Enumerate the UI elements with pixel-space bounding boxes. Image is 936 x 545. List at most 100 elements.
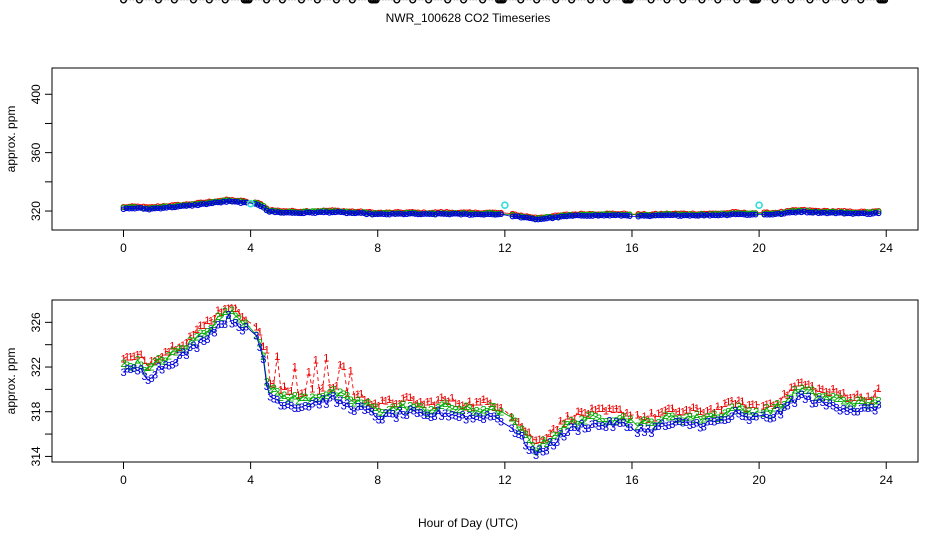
top-series-3-point (546, 214, 553, 221)
bottom-series-2-marker: 2 (292, 391, 298, 403)
top-series-3-point (309, 210, 316, 216)
top-x-tick-label: 12 (498, 241, 512, 255)
top-series-3-point (767, 211, 773, 218)
bottom-series-1-marker: 1 (858, 392, 864, 404)
bottom-series-2-marker: 2 (183, 344, 189, 356)
bottom-series-3-marker: 3 (725, 414, 731, 426)
bottom-series-2-marker: 2 (578, 414, 584, 426)
bottom-series-1-line (123, 303, 879, 441)
bottom-series-2-marker: 2 (498, 406, 504, 418)
bottom-series-3-marker: 3 (309, 398, 315, 410)
top-y-tick-label: 320 (29, 201, 43, 221)
bottom-series-2-marker: 2 (830, 392, 836, 404)
bottom-series-2-marker: 2 (453, 405, 459, 417)
top-series-3-point (232, 198, 238, 205)
top-series-3-point (409, 210, 416, 217)
bottom-series-3-marker: 3 (767, 414, 773, 426)
bottom-series-3-marker: 3 (876, 400, 882, 412)
bottom-series-2-marker: 2 (865, 401, 871, 413)
bottom-series-3-marker: 3 (872, 405, 878, 417)
bottom-series-1-marker: 1 (145, 362, 151, 374)
bottom-series-2-marker: 2 (222, 306, 228, 318)
top-series-3-point (472, 211, 479, 218)
bottom-series-3-marker: 3 (526, 445, 532, 457)
bottom-series-2-marker: 2 (271, 383, 277, 395)
top-series-3-point (395, 211, 401, 217)
bottom-series-3-marker: 3 (732, 406, 738, 418)
bottom-series-2-marker: 2 (515, 425, 521, 437)
bottom-series-1-marker: 1 (739, 396, 745, 408)
bottom-series-2-marker: 2 (264, 377, 270, 389)
top-series-3-point (486, 211, 493, 218)
top-black-point (771, 0, 779, 4)
bottom-series-2-marker: 2 (351, 397, 357, 409)
bottom-series-1-marker: 1 (771, 400, 777, 412)
bottom-series-1-marker: 1 (550, 424, 556, 436)
bottom-series-1-marker: 1 (225, 303, 231, 315)
bottom-series-2-marker: 2 (694, 409, 700, 421)
top-series-3-point (646, 213, 653, 220)
bottom-series-3-marker: 3 (617, 418, 623, 430)
bottom-series-1-marker: 1 (802, 380, 808, 392)
top-plot-frame (51, 67, 919, 231)
bottom-series-2-marker: 2 (589, 410, 595, 422)
top-series-3-point (684, 212, 690, 219)
top-series-3-point (729, 211, 736, 217)
top-series-3-point (858, 210, 865, 217)
bottom-series-2-marker: 2 (641, 415, 647, 427)
top-series-3-point (526, 215, 533, 222)
top-series-3-point (872, 209, 879, 216)
bottom-series-3-marker: 3 (407, 404, 413, 416)
bottom-series-2-marker: 2 (131, 363, 137, 375)
bottom-series-2-marker: 2 (187, 336, 193, 348)
bottom-series-3-marker: 3 (397, 405, 403, 417)
top-series-3-point (372, 211, 379, 218)
bottom-series-3-marker: 3 (701, 421, 707, 433)
bottom-series-2-marker: 2 (792, 384, 798, 396)
bottom-series-3-marker: 3 (145, 375, 151, 387)
bottom-series-3-marker: 3 (557, 428, 563, 440)
bottom-series-2-marker: 2 (676, 414, 682, 426)
bottom-series-3-marker: 3 (862, 403, 868, 415)
top-series-3-point (584, 213, 590, 219)
bottom-series-1-marker: 1 (764, 399, 770, 411)
top-series-3-point (137, 205, 144, 211)
bottom-series-3-marker: 3 (515, 429, 521, 441)
bottom-series-1-marker: 1 (456, 399, 462, 411)
top-series-3-point (152, 205, 158, 212)
bottom-series-1-marker: 1 (411, 395, 417, 407)
top-series-3-point (598, 212, 605, 219)
bottom-series-2-marker: 2 (421, 405, 427, 417)
top-series-3-point (463, 211, 470, 217)
bottom-series-2-marker: 2 (606, 416, 612, 428)
bottom-series-2-marker: 2 (411, 403, 417, 415)
bottom-series-2-marker: 2 (491, 402, 497, 414)
top-series-3-point (292, 210, 298, 216)
top-series-3-point (789, 209, 796, 216)
bottom-series-2-marker: 2 (533, 446, 539, 458)
bottom-series-3-marker: 3 (351, 406, 357, 418)
bottom-series-1-marker: 1 (732, 399, 738, 411)
bottom-series-2-marker: 2 (435, 403, 441, 415)
bottom-series-3-marker: 3 (813, 398, 819, 410)
top-series-3-point (535, 216, 542, 223)
top-series-3-point (300, 210, 307, 217)
bottom-series-2-marker: 2 (362, 399, 368, 411)
bottom-series-2-marker: 2 (348, 395, 354, 407)
top-series-3-point (129, 205, 135, 212)
bottom-series-1-marker: 1 (554, 424, 560, 436)
top-series-3-point (189, 203, 195, 209)
bottom-series-1-marker: 1 (648, 408, 654, 420)
bottom-series-3-marker: 3 (858, 403, 864, 415)
bottom-series-3-marker: 3 (848, 404, 854, 416)
bottom-series-3-marker: 3 (711, 416, 717, 428)
bottom-series-1-marker: 1 (432, 400, 438, 412)
bottom-series-3-marker: 3 (627, 422, 633, 434)
bottom-series-3-marker: 3 (197, 334, 203, 346)
top-series-3-point (469, 211, 476, 218)
bottom-series-3-marker: 3 (529, 445, 535, 457)
bottom-series-3-marker: 3 (543, 446, 549, 458)
bottom-series-1-marker: 1 (564, 410, 570, 422)
top-black-point (120, 0, 128, 4)
bottom-series-3-marker: 3 (236, 322, 242, 334)
